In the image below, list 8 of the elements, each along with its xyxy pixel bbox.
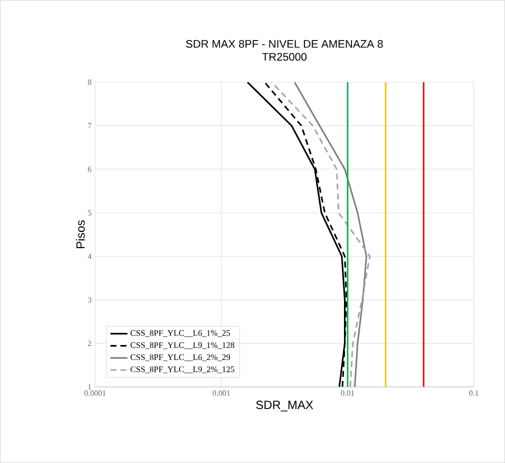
legend-label: CSS_8PF_YLC__L6_1%_25 bbox=[130, 330, 230, 337]
chart-subtitle: TR25000 bbox=[262, 52, 307, 61]
x-axis-title: SDR_MAX bbox=[256, 400, 314, 412]
y-axis-title: Pisos bbox=[76, 220, 85, 248]
legend-label: CSS_8PF_YLC__L6_2%_29 bbox=[130, 354, 230, 362]
legend-label: CSS_8PF_YLC__L9_2%_125 bbox=[130, 366, 234, 374]
chart-title: SDR MAX 8PF - NIVEL DE AMENAZA 8 bbox=[186, 40, 383, 48]
legend-label: CSS_8PF_YLC__L9_1%_128 bbox=[130, 342, 234, 349]
